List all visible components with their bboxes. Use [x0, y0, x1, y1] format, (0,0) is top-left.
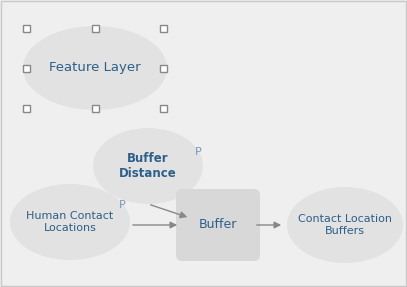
- Bar: [160, 104, 166, 112]
- Ellipse shape: [10, 184, 130, 260]
- Ellipse shape: [23, 26, 167, 110]
- FancyBboxPatch shape: [176, 189, 260, 261]
- Bar: [22, 104, 29, 112]
- Text: Human Contact
Locations: Human Contact Locations: [26, 211, 114, 233]
- Text: Buffer
Distance: Buffer Distance: [119, 152, 177, 180]
- Ellipse shape: [287, 187, 403, 263]
- Text: P: P: [195, 147, 201, 157]
- Text: Feature Layer: Feature Layer: [49, 61, 141, 75]
- Ellipse shape: [93, 128, 203, 204]
- Bar: [160, 65, 166, 71]
- Bar: [22, 24, 29, 32]
- Bar: [92, 104, 98, 112]
- Bar: [92, 24, 98, 32]
- Text: Contact Location
Buffers: Contact Location Buffers: [298, 214, 392, 236]
- Text: Buffer: Buffer: [199, 218, 237, 232]
- Bar: [22, 65, 29, 71]
- Text: P: P: [118, 200, 125, 210]
- Bar: [160, 24, 166, 32]
